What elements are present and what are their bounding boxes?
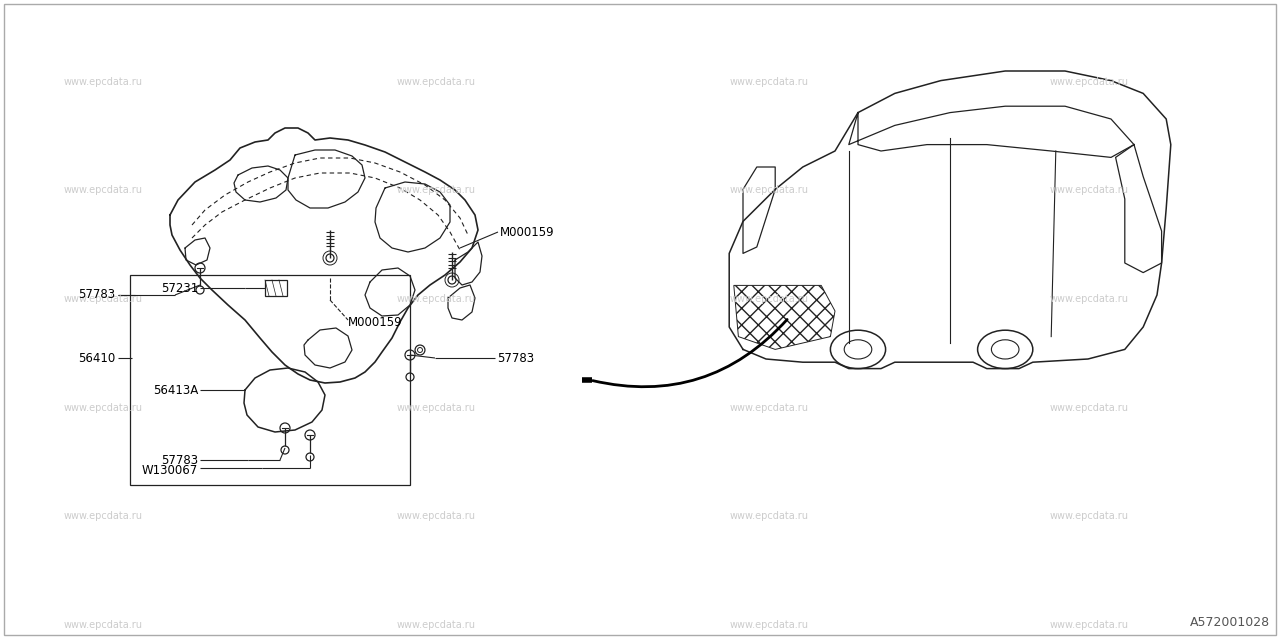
Text: www.epcdata.ru: www.epcdata.ru <box>64 403 143 413</box>
Text: www.epcdata.ru: www.epcdata.ru <box>1050 620 1129 630</box>
Text: www.epcdata.ru: www.epcdata.ru <box>730 294 809 304</box>
Text: www.epcdata.ru: www.epcdata.ru <box>64 77 143 87</box>
Text: 57783: 57783 <box>78 288 115 302</box>
Text: www.epcdata.ru: www.epcdata.ru <box>730 511 809 521</box>
Text: 56410: 56410 <box>78 351 115 364</box>
Text: www.epcdata.ru: www.epcdata.ru <box>730 185 809 196</box>
Text: www.epcdata.ru: www.epcdata.ru <box>1050 511 1129 521</box>
Text: 57783: 57783 <box>161 454 198 466</box>
Bar <box>131 275 410 485</box>
Text: A572001028: A572001028 <box>1190 616 1270 629</box>
Text: www.epcdata.ru: www.epcdata.ru <box>397 403 476 413</box>
Text: www.epcdata.ru: www.epcdata.ru <box>397 620 476 630</box>
Text: www.epcdata.ru: www.epcdata.ru <box>1050 185 1129 196</box>
Text: www.epcdata.ru: www.epcdata.ru <box>397 77 476 87</box>
Text: W130067: W130067 <box>142 463 198 477</box>
Text: www.epcdata.ru: www.epcdata.ru <box>1050 403 1129 413</box>
Text: www.epcdata.ru: www.epcdata.ru <box>64 185 143 196</box>
Text: www.epcdata.ru: www.epcdata.ru <box>397 185 476 196</box>
Text: www.epcdata.ru: www.epcdata.ru <box>1050 294 1129 304</box>
Text: www.epcdata.ru: www.epcdata.ru <box>730 77 809 87</box>
Text: www.epcdata.ru: www.epcdata.ru <box>64 294 143 304</box>
Text: www.epcdata.ru: www.epcdata.ru <box>397 294 476 304</box>
Text: www.epcdata.ru: www.epcdata.ru <box>730 403 809 413</box>
Text: M000159: M000159 <box>500 226 554 238</box>
Text: 56413A: 56413A <box>152 383 198 397</box>
Text: www.epcdata.ru: www.epcdata.ru <box>397 511 476 521</box>
Text: 57231: 57231 <box>161 282 198 295</box>
Text: www.epcdata.ru: www.epcdata.ru <box>730 620 809 630</box>
Bar <box>265 280 287 296</box>
Text: 57783: 57783 <box>497 351 534 364</box>
Text: www.epcdata.ru: www.epcdata.ru <box>1050 77 1129 87</box>
Text: www.epcdata.ru: www.epcdata.ru <box>64 511 143 521</box>
Text: M000159: M000159 <box>348 316 403 328</box>
Text: www.epcdata.ru: www.epcdata.ru <box>64 620 143 630</box>
